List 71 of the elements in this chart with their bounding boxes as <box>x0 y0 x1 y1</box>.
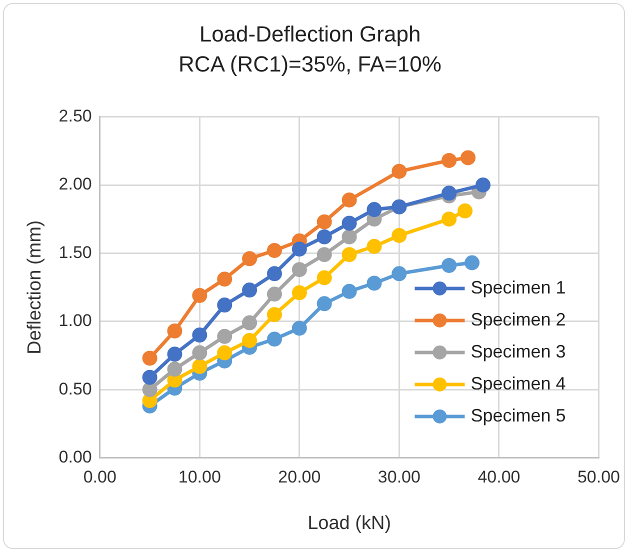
point <box>266 332 282 347</box>
point <box>442 212 457 227</box>
point <box>292 242 307 257</box>
y-tick-label: 2.50 <box>58 106 92 126</box>
point <box>266 286 282 302</box>
point <box>392 266 407 282</box>
point <box>242 332 258 348</box>
point <box>460 150 476 166</box>
point <box>366 238 382 254</box>
y-tick-label: 2.00 <box>58 174 92 194</box>
point <box>292 285 307 300</box>
point <box>167 323 182 338</box>
point <box>192 288 208 303</box>
x-tick-label: 40.00 <box>478 468 520 487</box>
x-axis-title: Load (kN) <box>308 512 392 534</box>
chart-subtitle: RCA (RC1)=35%, FA=10% <box>178 52 442 77</box>
x-tick-label: 10.00 <box>178 468 221 487</box>
point <box>316 229 332 244</box>
y-tick-label: 0.00 <box>58 447 92 466</box>
y-tick-label: 1.50 <box>58 242 92 262</box>
point <box>167 346 182 362</box>
y-axis-title: Deflection (mm) <box>24 220 46 354</box>
x-tick-label: 30.00 <box>378 468 420 487</box>
point <box>266 242 282 258</box>
point <box>217 328 232 344</box>
point <box>342 247 357 262</box>
point <box>192 358 208 374</box>
point <box>217 345 232 360</box>
point <box>217 272 232 287</box>
point <box>316 247 332 262</box>
chart-title: Load-Deflection Graph <box>199 21 421 46</box>
legend-label: Specimen 3 <box>470 341 566 362</box>
point <box>242 251 258 266</box>
point <box>242 315 258 330</box>
legend-label: Specimen 1 <box>470 277 566 298</box>
point <box>142 350 158 366</box>
point <box>342 192 357 208</box>
point <box>292 262 307 278</box>
point <box>142 370 158 385</box>
point <box>242 282 258 298</box>
point <box>292 320 307 336</box>
point <box>392 164 407 179</box>
point <box>392 228 407 243</box>
point <box>192 328 208 343</box>
x-tick-label: 20.00 <box>278 468 321 487</box>
point <box>167 362 182 377</box>
legend-label: Specimen 5 <box>470 405 566 426</box>
point <box>458 203 473 218</box>
point <box>316 270 332 286</box>
point <box>142 382 158 398</box>
point <box>342 284 357 299</box>
point <box>476 178 490 192</box>
legend-label: Specimen 4 <box>470 373 566 394</box>
point <box>266 307 282 322</box>
point <box>316 296 332 312</box>
point <box>342 216 357 231</box>
point <box>316 214 332 230</box>
y-tick-label: 0.50 <box>58 379 92 398</box>
point <box>192 345 208 360</box>
point <box>342 229 357 244</box>
x-tick-label: 0.00 <box>83 468 116 487</box>
legend-label: Specimen 2 <box>470 309 566 330</box>
point <box>217 298 232 313</box>
point <box>366 276 382 291</box>
point <box>366 202 382 218</box>
point <box>442 152 457 168</box>
point <box>464 255 480 270</box>
point <box>266 266 282 282</box>
point <box>442 258 457 273</box>
x-tick-label: 50.00 <box>577 468 620 487</box>
y-tick-label: 1.00 <box>58 311 92 330</box>
